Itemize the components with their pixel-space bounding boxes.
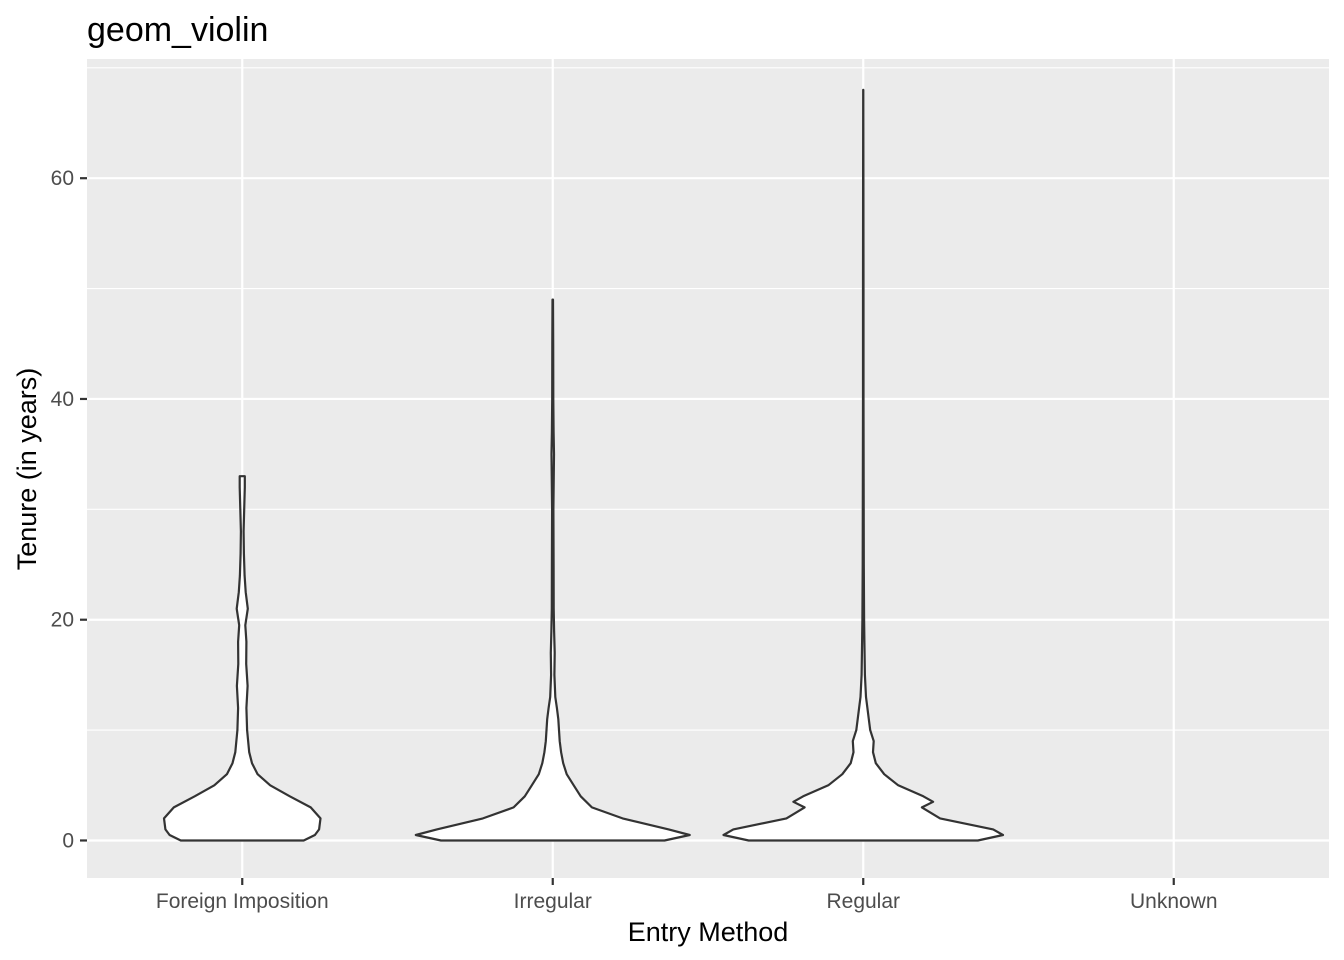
y-tick-label: 0 bbox=[62, 829, 74, 852]
y-tick-label: 60 bbox=[51, 167, 74, 190]
y-tick-label: 40 bbox=[51, 388, 74, 411]
y-tick-label: 20 bbox=[51, 609, 74, 632]
x-tick-label: Foreign Imposition bbox=[156, 890, 329, 913]
violins bbox=[162, 88, 1005, 842]
plot-panel bbox=[87, 59, 1329, 878]
chart-title: geom_violin bbox=[87, 11, 268, 49]
x-tick-label: Regular bbox=[826, 890, 900, 913]
x-axis-title: Entry Method bbox=[628, 917, 789, 947]
minor-gridlines bbox=[87, 67, 1329, 731]
x-tick-label: Unknown bbox=[1130, 890, 1218, 913]
y-axis-title: Tenure (in years) bbox=[12, 368, 42, 571]
x-axis: Foreign Imposition Irregular Regular Unknow… bbox=[156, 878, 1218, 913]
violin-regular bbox=[722, 88, 1005, 842]
violin-foreign-imposition bbox=[162, 475, 322, 842]
x-tick-label: Irregular bbox=[514, 890, 592, 913]
violin-irregular bbox=[414, 298, 691, 842]
y-axis: 0 20 40 60 bbox=[51, 167, 87, 852]
